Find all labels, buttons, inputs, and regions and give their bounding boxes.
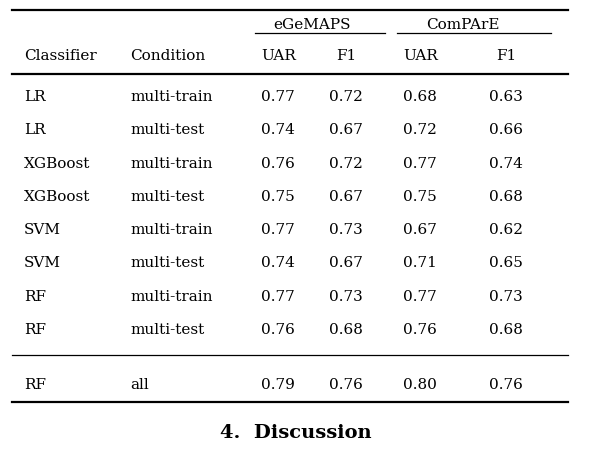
Text: XGBoost: XGBoost: [24, 156, 90, 170]
Text: 0.68: 0.68: [329, 322, 363, 336]
Text: 0.75: 0.75: [403, 189, 437, 203]
Text: LR: LR: [24, 90, 46, 104]
Text: XGBoost: XGBoost: [24, 189, 90, 203]
Text: LR: LR: [24, 123, 46, 137]
Text: multi-test: multi-test: [130, 123, 204, 137]
Text: multi-test: multi-test: [130, 322, 204, 336]
Text: 0.68: 0.68: [489, 322, 523, 336]
Text: 0.77: 0.77: [261, 90, 295, 104]
Text: 0.79: 0.79: [261, 377, 295, 391]
Text: 0.76: 0.76: [329, 377, 363, 391]
Text: 0.65: 0.65: [489, 256, 523, 270]
Text: 0.76: 0.76: [403, 322, 437, 336]
Text: 0.67: 0.67: [403, 222, 437, 237]
Text: 4.  Discussion: 4. Discussion: [220, 423, 372, 441]
Text: 0.76: 0.76: [261, 156, 295, 170]
Text: 0.77: 0.77: [261, 289, 295, 303]
Text: 0.63: 0.63: [489, 90, 523, 104]
Text: 0.76: 0.76: [261, 322, 295, 336]
Text: RF: RF: [24, 377, 46, 391]
Text: 0.72: 0.72: [403, 123, 437, 137]
Text: multi-train: multi-train: [130, 156, 213, 170]
Text: 0.80: 0.80: [403, 377, 437, 391]
Text: F1: F1: [336, 49, 356, 63]
Text: 0.67: 0.67: [329, 189, 363, 203]
Text: 0.68: 0.68: [489, 189, 523, 203]
Text: UAR: UAR: [261, 49, 295, 63]
Text: 0.73: 0.73: [329, 289, 363, 303]
Text: multi-train: multi-train: [130, 222, 213, 237]
Text: 0.75: 0.75: [261, 189, 295, 203]
Text: 0.71: 0.71: [403, 256, 437, 270]
Text: multi-test: multi-test: [130, 256, 204, 270]
Text: 0.73: 0.73: [489, 289, 523, 303]
Text: ComPArE: ComPArE: [426, 18, 500, 32]
Text: 0.66: 0.66: [489, 123, 523, 137]
Text: 0.73: 0.73: [329, 222, 363, 237]
Text: 0.77: 0.77: [261, 222, 295, 237]
Text: eGeMAPS: eGeMAPS: [274, 18, 351, 32]
Text: 0.74: 0.74: [261, 123, 295, 137]
Text: RF: RF: [24, 322, 46, 336]
Text: all: all: [130, 377, 149, 391]
Text: Classifier: Classifier: [24, 49, 96, 63]
Text: 0.72: 0.72: [329, 156, 363, 170]
Text: 0.74: 0.74: [489, 156, 523, 170]
Text: 0.74: 0.74: [261, 256, 295, 270]
Text: multi-train: multi-train: [130, 90, 213, 104]
Text: 0.76: 0.76: [489, 377, 523, 391]
Text: Condition: Condition: [130, 49, 205, 63]
Text: multi-test: multi-test: [130, 189, 204, 203]
Text: SVM: SVM: [24, 222, 61, 237]
Text: UAR: UAR: [403, 49, 437, 63]
Text: 0.62: 0.62: [489, 222, 523, 237]
Text: multi-train: multi-train: [130, 289, 213, 303]
Text: 0.67: 0.67: [329, 123, 363, 137]
Text: 0.68: 0.68: [403, 90, 437, 104]
Text: 0.72: 0.72: [329, 90, 363, 104]
Text: SVM: SVM: [24, 256, 61, 270]
Text: F1: F1: [496, 49, 516, 63]
Text: 0.77: 0.77: [403, 289, 437, 303]
Text: 0.77: 0.77: [403, 156, 437, 170]
Text: RF: RF: [24, 289, 46, 303]
Text: 0.67: 0.67: [329, 256, 363, 270]
